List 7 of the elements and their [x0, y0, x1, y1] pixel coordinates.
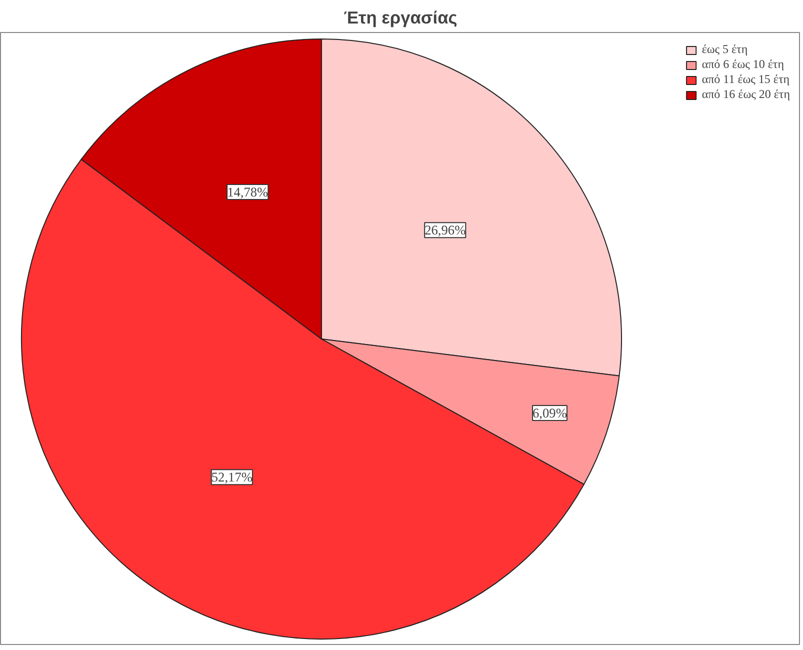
legend-label: έως 5 έτη [702, 42, 748, 57]
legend-label: από 11 έως 15 έτη [702, 72, 790, 87]
chart-title: Έτη εργασίας [344, 8, 458, 28]
data-label: 6,09% [532, 405, 567, 420]
legend-label: από 16 έως 20 έτη [702, 87, 790, 102]
data-label: 52,17% [211, 470, 252, 485]
legend-label: από 6 έως 10 έτη [702, 57, 784, 72]
